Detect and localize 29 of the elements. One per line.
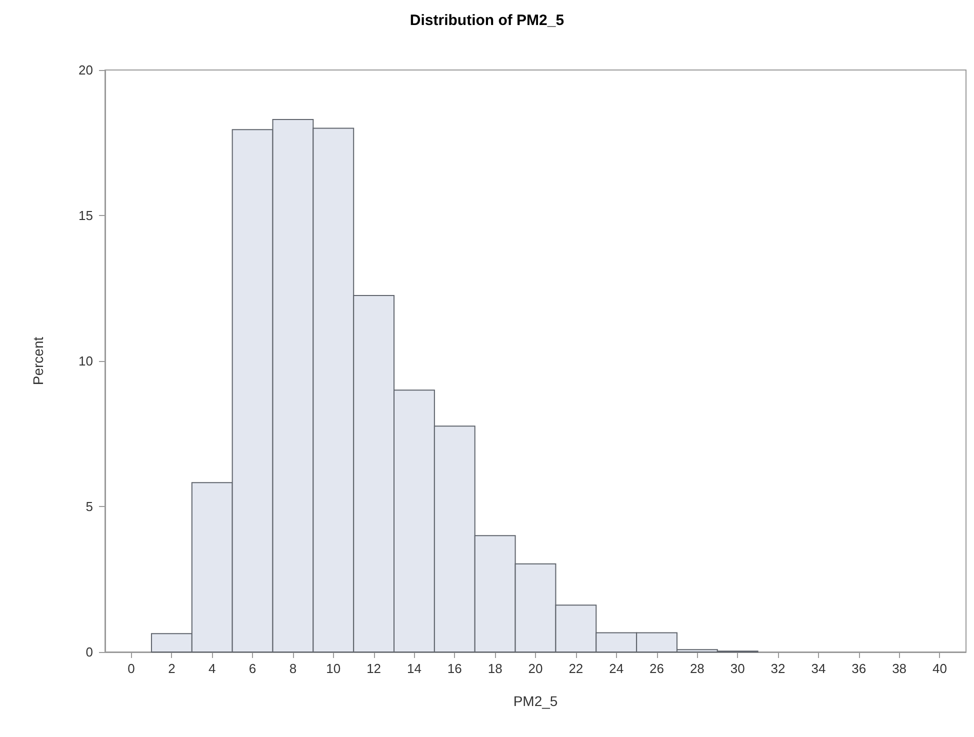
y-tick-label: 15 bbox=[78, 208, 93, 223]
x-tick-label: 22 bbox=[568, 661, 584, 676]
x-tick-label: 4 bbox=[208, 661, 216, 676]
x-axis-title: PM2_5 bbox=[513, 693, 558, 709]
x-tick-label: 38 bbox=[892, 661, 907, 676]
x-tick-label: 20 bbox=[528, 661, 543, 676]
x-tick-label: 2 bbox=[168, 661, 176, 676]
x-tick-label: 40 bbox=[932, 661, 947, 676]
x-tick-label: 10 bbox=[326, 661, 341, 676]
x-tick-label: 34 bbox=[811, 661, 826, 676]
y-tick-label: 10 bbox=[78, 354, 93, 368]
y-tick-label: 0 bbox=[86, 644, 93, 660]
x-tick-label: 36 bbox=[852, 661, 866, 676]
y-axis-title: Percent bbox=[30, 336, 46, 386]
x-tick-label: 12 bbox=[366, 661, 382, 676]
x-tick-label: 0 bbox=[128, 661, 135, 676]
x-tick-label: 18 bbox=[488, 661, 502, 676]
y-tick-label: 5 bbox=[86, 499, 93, 514]
x-tick-label: 28 bbox=[690, 661, 704, 676]
x-tick-label: 14 bbox=[407, 661, 422, 676]
x-tick-label: 16 bbox=[447, 661, 462, 676]
chart-title: Distribution of PM2_5 bbox=[410, 12, 564, 29]
y-tick-label: 20 bbox=[78, 62, 93, 78]
x-tick-label: 6 bbox=[248, 661, 256, 676]
x-tick-label: 24 bbox=[609, 661, 624, 676]
x-tick-label: 32 bbox=[770, 661, 786, 676]
x-tick-label: 26 bbox=[650, 661, 664, 676]
x-tick-label: 30 bbox=[730, 661, 745, 676]
x-tick-label: 8 bbox=[289, 661, 297, 676]
